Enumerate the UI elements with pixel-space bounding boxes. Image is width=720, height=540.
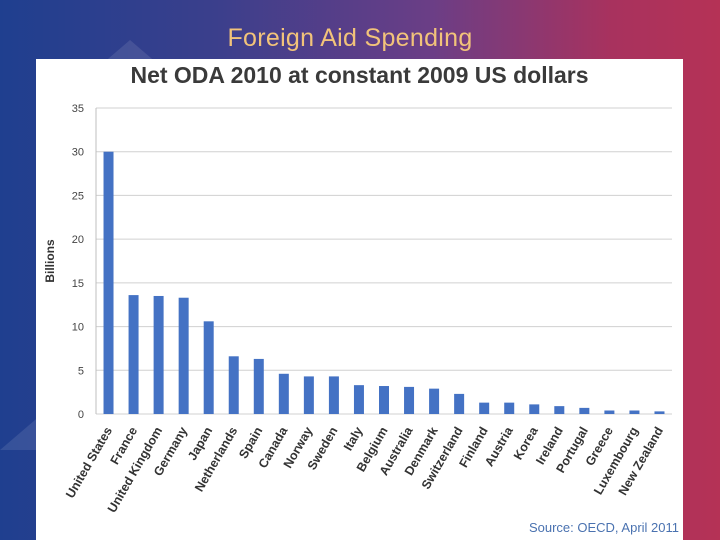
- bar-australia: [404, 386, 415, 414]
- bar-greece: [604, 410, 615, 414]
- bar-sweden: [328, 376, 339, 414]
- bar-new-zealand: [654, 411, 665, 414]
- x-tick-label: United States: [63, 424, 115, 500]
- bar-portugal: [579, 407, 590, 414]
- bar-denmark: [429, 388, 440, 414]
- y-axis-label: Billions: [43, 239, 57, 283]
- bar-switzerland: [454, 393, 465, 414]
- bar-belgium: [379, 386, 389, 414]
- bar-netherlands: [228, 356, 239, 414]
- chart-title: Net ODA 2010 at constant 2009 US dollars: [130, 62, 589, 88]
- bar-italy: [353, 385, 364, 414]
- bar-canada: [278, 373, 289, 414]
- y-tick-label: 5: [78, 365, 84, 377]
- bar-chart: 0 5 10 15 20 25 30 35 United StatesFranceUnited…: [43, 103, 672, 515]
- gridlines: [96, 107, 672, 415]
- bar-france: [128, 295, 139, 414]
- y-tick-label: 10: [72, 322, 84, 334]
- bar-luxembourg: [629, 410, 640, 414]
- y-tick-label: 20: [72, 234, 84, 246]
- y-tick-label: 0: [78, 409, 84, 421]
- bar-norway: [303, 376, 314, 414]
- chart-card: Net ODA 2010 at constant 2009 US dollars…: [36, 59, 683, 540]
- bar-korea: [529, 404, 540, 414]
- bar-austria: [504, 402, 515, 414]
- y-tick-label: 30: [72, 147, 84, 159]
- y-tick-label: 35: [72, 103, 84, 115]
- bar-united-states: [103, 151, 114, 414]
- y-tick-label: 25: [72, 190, 84, 202]
- bar-spain: [253, 358, 264, 414]
- bar-germany: [178, 297, 189, 414]
- y-axis-ticks: 0 5 10 15 20 25 30 35: [72, 103, 84, 421]
- bar-united-kingdom: [153, 295, 164, 414]
- source-note: Source: OECD, April 2011: [528, 520, 679, 535]
- slide-title: Foreign Aid Spending: [227, 24, 473, 52]
- bar-finland: [479, 402, 490, 414]
- y-tick-label: 15: [72, 278, 84, 290]
- bars: [103, 151, 665, 414]
- x-tick-label: Italy: [341, 424, 366, 453]
- bar-ireland: [554, 406, 565, 414]
- bar-japan: [203, 321, 214, 414]
